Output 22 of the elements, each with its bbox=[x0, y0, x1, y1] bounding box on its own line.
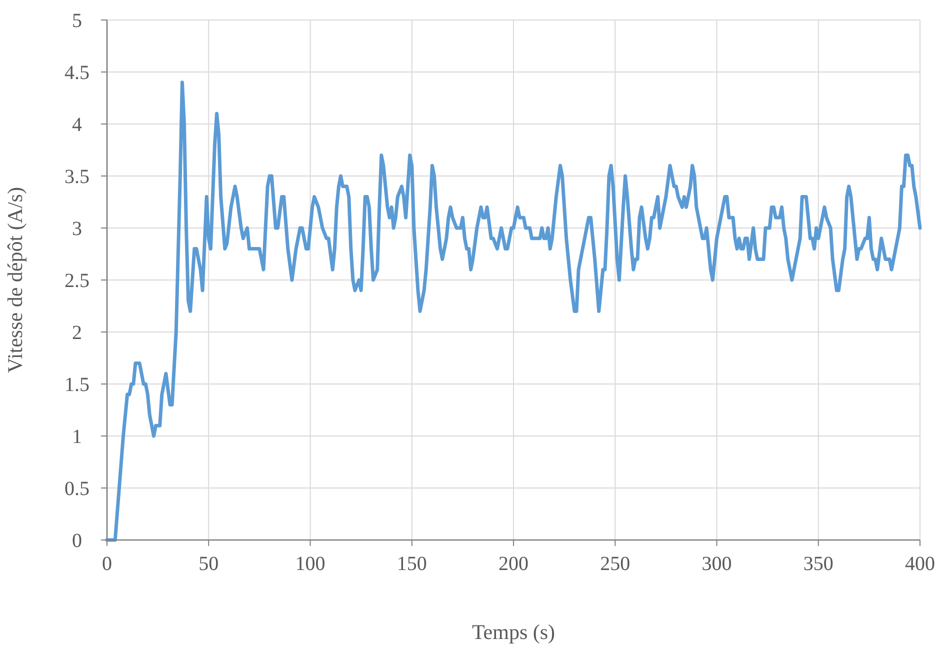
x-tick-label: 150 bbox=[396, 553, 427, 575]
x-tick-label: 100 bbox=[295, 553, 326, 575]
y-tick-label: 0 bbox=[72, 530, 82, 552]
y-tick-label: 1 bbox=[72, 426, 82, 448]
x-tick-label: 400 bbox=[905, 553, 935, 575]
x-tick-label: 50 bbox=[198, 553, 219, 575]
y-tick-label: 5 bbox=[72, 10, 82, 32]
y-tick-label: 3 bbox=[72, 218, 82, 240]
x-tick-label: 300 bbox=[702, 553, 732, 575]
x-tick-label: 350 bbox=[803, 553, 834, 575]
y-tick-label: 3.5 bbox=[64, 166, 90, 188]
x-tick-label: 200 bbox=[498, 553, 528, 575]
x-axis-title: Temps (s) bbox=[472, 620, 556, 644]
y-tick-label: 4.5 bbox=[64, 62, 90, 84]
y-tick-label: 2 bbox=[72, 322, 82, 344]
y-tick-label: 2.5 bbox=[64, 270, 90, 292]
y-tick-label: 4 bbox=[72, 114, 82, 136]
y-tick-label: 1.5 bbox=[64, 374, 90, 396]
y-tick-label: 0.5 bbox=[64, 478, 90, 500]
x-tick-label: 0 bbox=[102, 553, 112, 575]
y-axis-title: Vitesse de dépôt (A/s) bbox=[3, 187, 27, 373]
x-tick-label: 250 bbox=[600, 553, 630, 575]
